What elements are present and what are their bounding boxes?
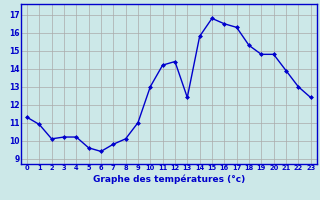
X-axis label: Graphe des températures (°c): Graphe des températures (°c): [93, 174, 245, 184]
